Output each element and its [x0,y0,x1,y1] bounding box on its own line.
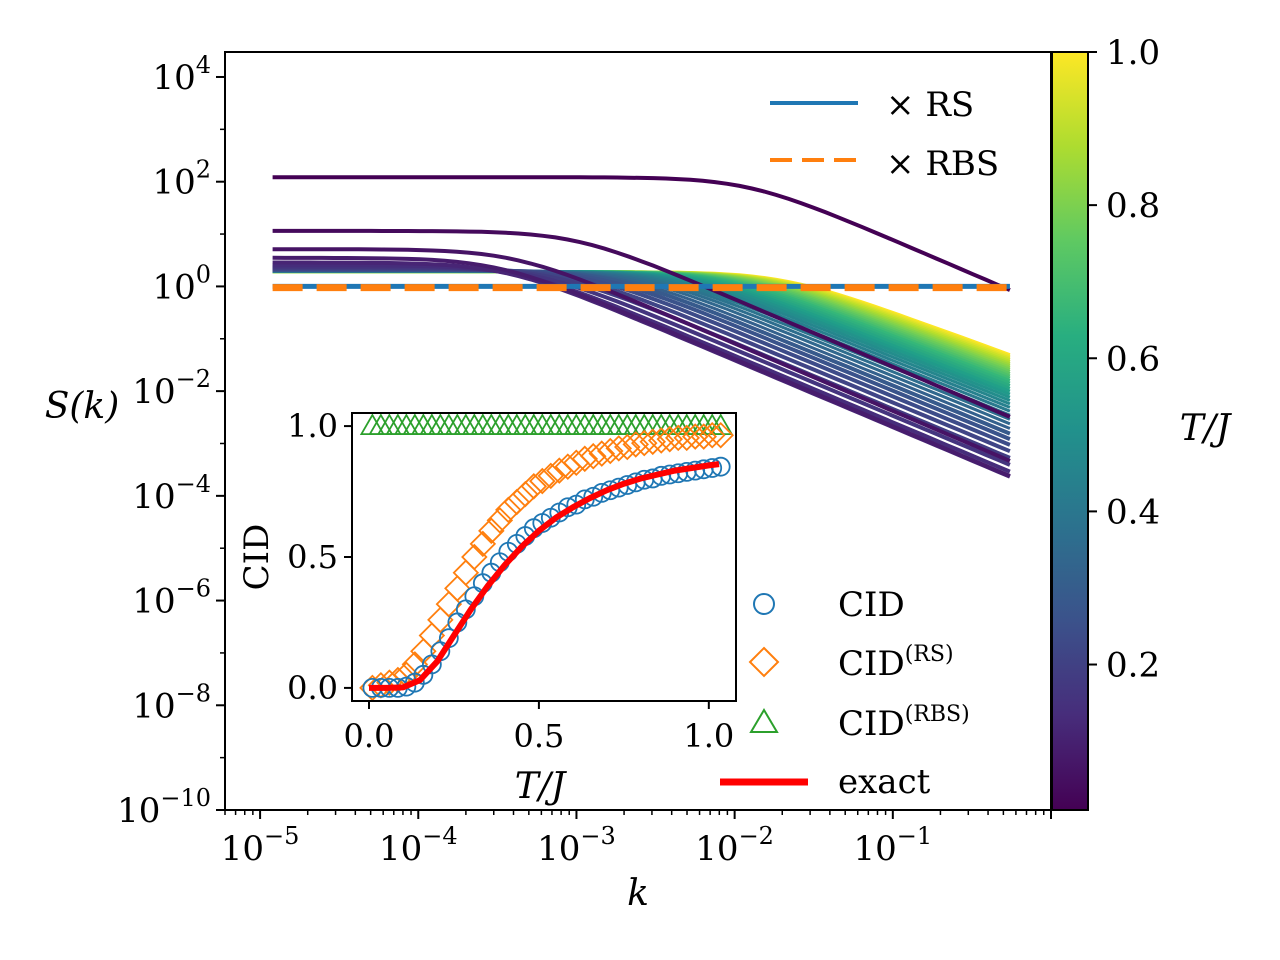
inset-marks-group [359,413,734,701]
inset-legend: CID CID(RS) CID(RBS) exact [720,585,970,802]
y-tick-label: 10−6 [132,575,211,622]
main-x-axis-label: k [627,873,649,914]
cid-rs-point [495,496,522,524]
sk-curve [272,263,1011,474]
inset-y-tick-label: 0.0 [287,669,338,707]
cid-rs-point [588,440,616,467]
cid-rs-point [707,421,734,449]
main-curves-group [272,175,1011,479]
colorbar-label: T/J [1180,408,1233,449]
legend-cid-label: CID [838,585,905,625]
inset-x-tick-label: 0.5 [513,717,564,755]
cid-rs-point [596,437,624,465]
colorbar-tick-label: 0.6 [1106,339,1160,379]
legend-rs-label: × RS [886,85,974,125]
y-tick-label: 102 [152,156,211,203]
cid-rs-point [698,421,726,449]
cid-rs-point [647,427,675,454]
cid-rs-point [571,445,599,473]
legend-cid-marker [753,593,775,615]
main-x-ticks: 10−5 10−4 10−3 10−2 10−1 [221,810,1052,869]
colorbar-tick-label: 0.2 [1106,646,1160,686]
colorbar-tick-label: 0.8 [1106,186,1160,226]
reference-lines-group [272,283,1010,292]
inset-x-tick-label: 1.0 [683,717,734,755]
legend-rbs-label: × RBS [886,144,999,184]
sk-curve [272,228,1011,419]
legend-cid-rs-label: CID(RS) [838,642,954,684]
cid-rs-point [630,429,658,457]
cid-rs-point [461,543,488,571]
main-y-ticks: 104 102 100 10−2 10−4 10−6 10−8 10−10 [117,51,225,831]
cid-rs-point [639,428,667,456]
main-y-axis-label: S(k) [45,386,120,427]
legend-exact-label: exact [838,762,931,802]
inset-x-axis-label: T/J [515,766,568,807]
cid-rs-point [622,431,650,458]
colorbar [1051,51,1089,811]
cid-rs-point [529,467,556,495]
inset-ticks: 0.0 0.5 1.0 0.0 0.5 1.0 [287,407,734,755]
legend-cid-rbs-label: CID(RBS) [838,702,970,744]
x-tick-label: 10−5 [221,822,300,869]
cid-rs-point [486,507,514,534]
x-tick-label: 10−4 [379,822,458,869]
colorbar-tick-label: 0.4 [1106,492,1160,532]
sk-curve [272,255,1011,478]
colorbar-tick-label: 1.0 [1106,33,1160,73]
cid-rs-point [537,462,565,490]
x-tick-label: 10−2 [695,822,774,869]
legend-cid-rbs-marker [749,708,779,733]
cid-rbs-point [708,413,734,435]
inset-x-tick-label: 0.0 [344,717,395,755]
cid-rs-point [520,473,548,500]
cid-rs-point [580,442,607,470]
y-tick-label: 10−2 [132,365,211,412]
cid-rs-point [503,488,531,516]
inset-y-tick-label: 1.0 [287,407,338,445]
y-tick-label: 10−4 [132,470,211,517]
main-legend: × RS × RBS [770,85,999,184]
y-tick-label: 100 [152,260,211,307]
sk-curve [272,175,1011,292]
y-tick-label: 104 [152,51,211,98]
exact-curve [369,461,720,691]
inset-y-axis-label: CID [237,524,277,591]
cid-rs-point [605,435,633,462]
cid-rs-point [613,433,641,461]
inset-y-tick-label: 0.5 [287,538,338,576]
cid-rs-point [469,530,497,558]
cid-rs-point [512,480,539,508]
y-tick-label: 10−8 [132,679,211,726]
x-tick-label: 10−1 [853,822,932,869]
legend-cid-rs-marker [748,646,780,678]
x-tick-label: 10−3 [537,822,616,869]
y-tick-label: 10−10 [117,784,211,831]
colorbar-ticks: 0.2 0.4 0.6 0.8 1.0 [1088,33,1160,686]
cid-rs-point [478,517,505,545]
sk-curve [272,247,1011,463]
